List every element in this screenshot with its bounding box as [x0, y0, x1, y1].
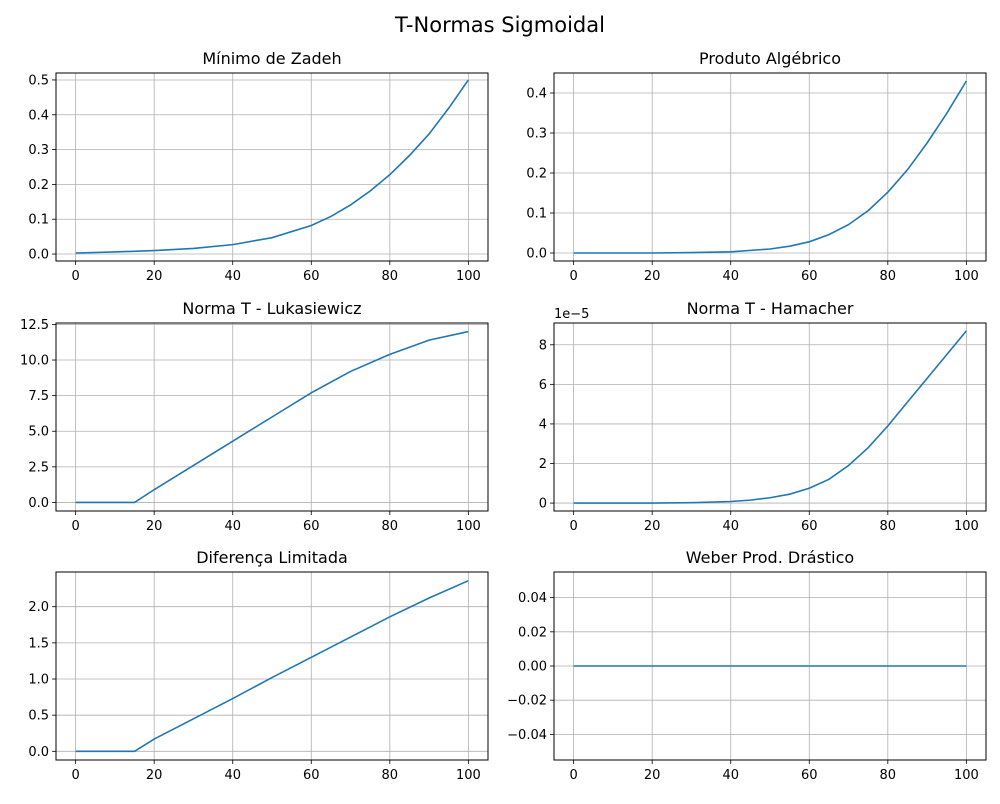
- y-tick-label: 0.1: [28, 213, 49, 228]
- x-tick-label: 20: [146, 768, 163, 783]
- subplot-3: 0 20 40 60 80 100 0.0 2.5 5.0 7.5 10.0 12.5 Norma T …: [20, 299, 489, 534]
- x-tick-label: 20: [644, 519, 661, 534]
- x-tick-label: 80: [880, 269, 897, 284]
- x-tick-label: 100: [456, 768, 481, 783]
- y-tick-label: 2: [539, 457, 547, 472]
- subplot-4: 0 20 40 60 80 100 0 2 4 6 8 Norma T - Hamacher 1e−5: [539, 299, 987, 534]
- axes-frame: [553, 72, 987, 262]
- x-tick-label: 100: [954, 269, 979, 284]
- y-tick-label: 0.0: [526, 247, 547, 262]
- y-tick-label: 12.5: [20, 318, 49, 333]
- subplot-6: 0 20 40 60 80 100 −0.04 −0.02 0.00 0.02 0.04 Weber …: [507, 548, 987, 783]
- subplot-5: 0 20 40 60 80 100 0.0 0.5 1.0 1.5 2.0 Diferença Lim…: [28, 548, 489, 783]
- x-tick-label: 40: [722, 519, 739, 534]
- y-tick-label: 0.02: [518, 625, 547, 640]
- x-tick-label: 80: [880, 768, 897, 783]
- x-tick-label: 0: [71, 768, 79, 783]
- y-offset-label: 1e−5: [554, 307, 589, 322]
- y-tick-label: 0.4: [526, 87, 547, 102]
- x-tick-label: 20: [146, 269, 163, 284]
- x-tick-label: 60: [801, 519, 818, 534]
- x-tick-label: 40: [224, 768, 241, 783]
- x-tick-label: 100: [456, 519, 481, 534]
- x-tick-label: 40: [224, 519, 241, 534]
- y-tick-label: 0.0: [28, 248, 49, 263]
- x-tick-label: 100: [954, 768, 979, 783]
- y-tick-label: −0.04: [507, 728, 547, 743]
- x-tick-label: 60: [801, 269, 818, 284]
- y-tick-label: 0: [539, 497, 547, 512]
- y-tick-label: 0.04: [518, 591, 547, 606]
- subplot-1: 0 20 40 60 80 100 0.0 0.1 0.2 0.3 0.4 0.5 Mínimo de …: [28, 49, 489, 284]
- y-tick-label: −0.02: [507, 694, 547, 709]
- y-tick-label: 0.00: [518, 660, 547, 675]
- series-line: [75, 330, 469, 504]
- y-tick-label: 7.5: [28, 389, 49, 404]
- subplot-title: Norma T - Hamacher: [687, 299, 854, 318]
- x-tick-label: 20: [644, 269, 661, 284]
- y-tick-label: 0.3: [28, 143, 49, 158]
- x-tick-label: 60: [303, 768, 320, 783]
- subplot-title: Produto Algébrico: [699, 49, 841, 68]
- x-tick-label: 0: [569, 768, 577, 783]
- axes-frame: [553, 322, 987, 512]
- figure-suptitle: T-Normas Sigmoidal: [394, 13, 605, 37]
- x-tick-label: 80: [382, 519, 399, 534]
- y-tick-label: 1.0: [28, 673, 49, 688]
- x-tick-label: 80: [382, 768, 399, 783]
- x-tick-label: 0: [71, 269, 79, 284]
- y-tick-label: 0.0: [28, 745, 49, 760]
- x-tick-label: 60: [303, 269, 320, 284]
- y-tick-label: 0.5: [28, 709, 49, 724]
- y-tick-label: 0.1: [526, 207, 547, 222]
- y-tick-label: 6: [539, 378, 547, 393]
- x-tick-label: 0: [71, 519, 79, 534]
- x-tick-label: 40: [722, 269, 739, 284]
- x-tick-label: 40: [224, 269, 241, 284]
- y-tick-label: 0.4: [28, 108, 49, 123]
- series-line: [573, 330, 967, 504]
- y-tick-label: 0.2: [28, 178, 49, 193]
- y-tick-label: 2.0: [28, 600, 49, 615]
- x-tick-label: 80: [880, 519, 897, 534]
- axes-frame: [55, 571, 489, 761]
- x-tick-label: 60: [303, 519, 320, 534]
- x-tick-label: 20: [644, 768, 661, 783]
- y-tick-label: 2.5: [28, 460, 49, 475]
- x-tick-label: 80: [382, 269, 399, 284]
- x-tick-label: 0: [569, 269, 577, 284]
- subplot-title: Diferença Limitada: [196, 548, 348, 567]
- y-tick-label: 0.0: [28, 496, 49, 511]
- y-tick-label: 0.2: [526, 167, 547, 182]
- axes-frame: [55, 72, 489, 262]
- x-tick-label: 0: [569, 519, 577, 534]
- x-tick-label: 100: [456, 269, 481, 284]
- series-line: [75, 579, 469, 753]
- y-tick-label: 1.5: [28, 636, 49, 651]
- subplot-title: Weber Prod. Drástico: [686, 548, 854, 567]
- y-tick-label: 10.0: [20, 354, 49, 369]
- y-tick-label: 8: [539, 338, 547, 353]
- series-line: [573, 80, 968, 254]
- y-tick-label: 4: [539, 417, 547, 432]
- series-line: [75, 79, 470, 254]
- x-tick-label: 20: [146, 519, 163, 534]
- y-tick-label: 5.0: [28, 425, 49, 440]
- x-tick-label: 40: [722, 768, 739, 783]
- axes-frame: [55, 322, 489, 512]
- subplot-title: Norma T - Lukasiewicz: [182, 299, 361, 318]
- x-tick-label: 100: [954, 519, 979, 534]
- y-tick-label: 0.5: [28, 73, 49, 88]
- subplot-title: Mínimo de Zadeh: [202, 49, 341, 68]
- subplot-2: 0 20 40 60 80 100 0.0 0.1 0.2 0.3 0.4 Produto Algéb…: [526, 49, 987, 284]
- y-tick-label: 0.3: [526, 127, 547, 142]
- x-tick-label: 60: [801, 768, 818, 783]
